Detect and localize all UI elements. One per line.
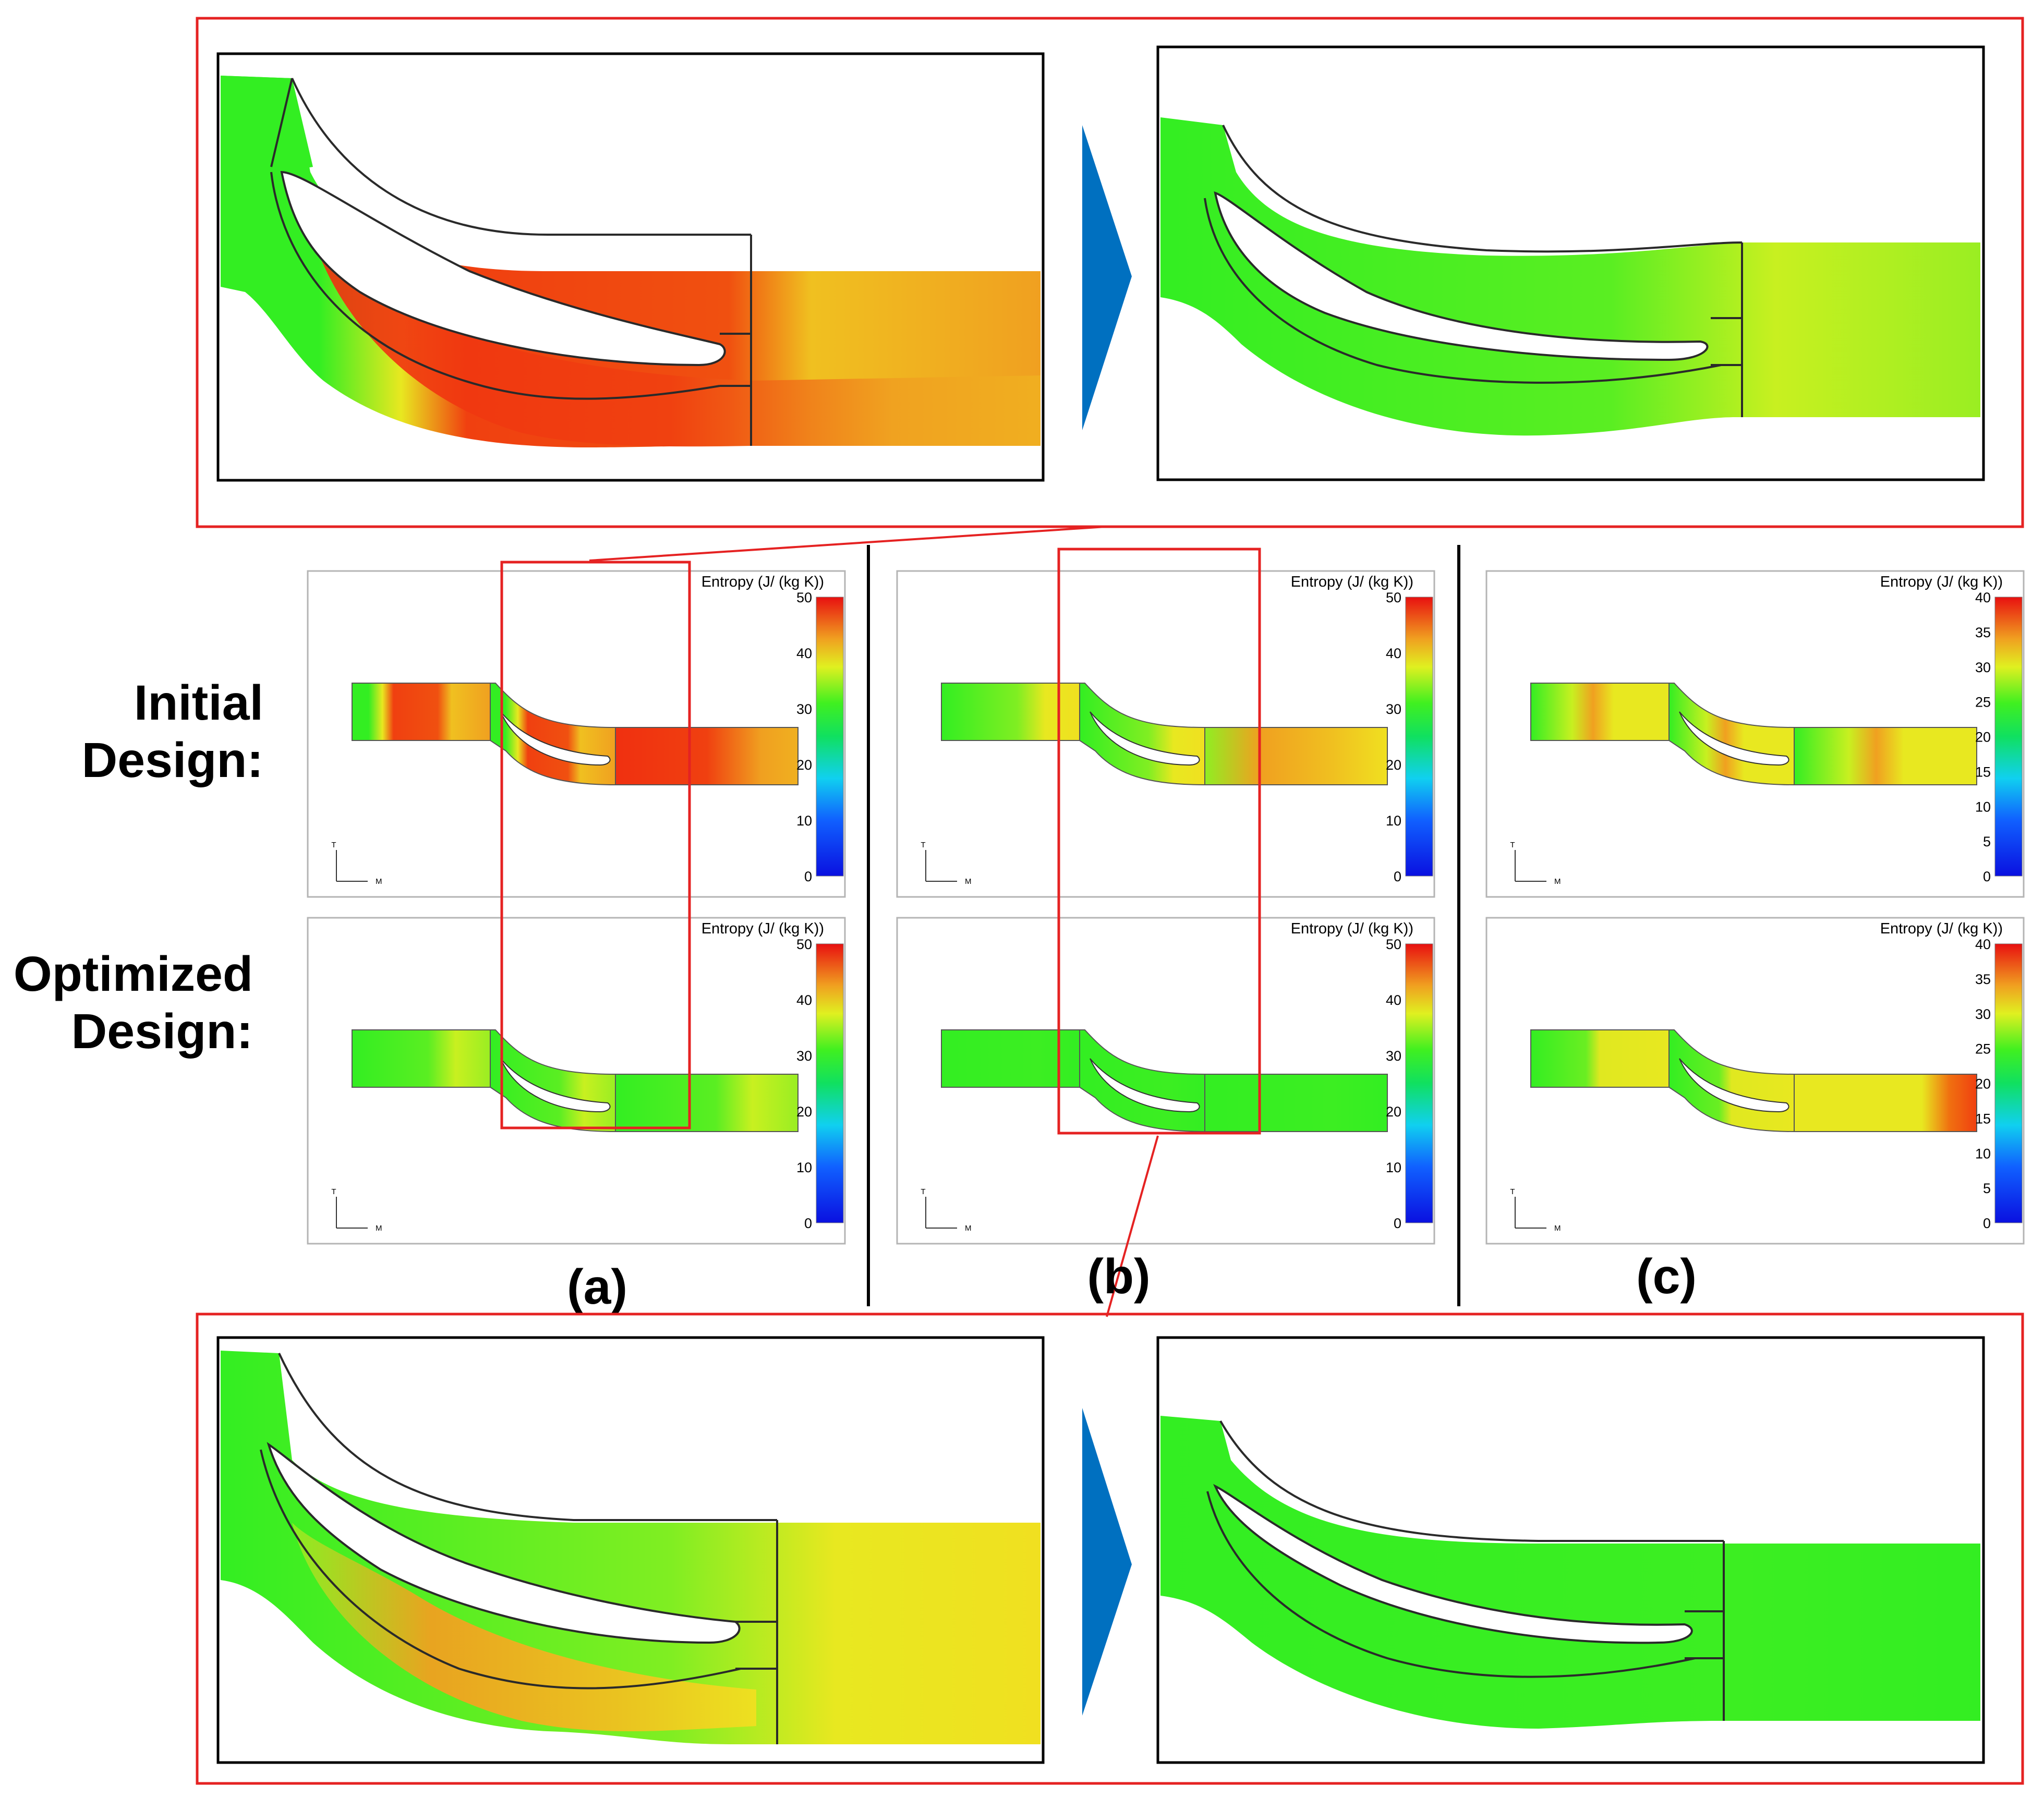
colorbar-title-b-initial: Entropy (J/ (kg K)) — [1291, 574, 1413, 590]
axis-m-a-initial: M — [376, 877, 382, 886]
colorbar-tick-c-optimized-2: 30 — [1975, 1006, 1991, 1022]
colorbar-tick-a-optimized-5: 0 — [804, 1216, 812, 1231]
top-zoom-group — [196, 17, 2024, 528]
panel-a-initial: Entropy (J/ (kg K))50 40 30 20 10 0 T M — [307, 570, 846, 898]
bottom-zoom-optimized-panel — [1156, 1336, 1985, 1764]
colorbar-tick-b-optimized-5: 0 — [1394, 1216, 1401, 1231]
colorbar-title-b-optimized: Entropy (J/ (kg K)) — [1291, 920, 1413, 937]
colorbar-tick-a-optimized-3: 20 — [796, 1104, 812, 1120]
top-zoom-optimized-panel — [1156, 45, 1985, 481]
axis-t-a-optimized: T — [331, 1187, 336, 1196]
bottom-arrow-icon — [1082, 1408, 1132, 1716]
axis-m-b-optimized: M — [965, 1224, 972, 1233]
bottom-zoom-connector — [1106, 1135, 1159, 1317]
colorbar-tick-b-optimized-2: 30 — [1386, 1048, 1401, 1064]
colorbar-tick-b-optimized-1: 40 — [1386, 992, 1401, 1008]
colorbar-tick-c-initial-1: 35 — [1975, 625, 1991, 640]
colorbar-tick-a-initial-1: 40 — [796, 646, 812, 661]
colorbar-title-a-optimized: Entropy (J/ (kg K)) — [702, 920, 824, 937]
colorbar-tick-b-initial-4: 10 — [1386, 813, 1401, 829]
axis-t-b-initial: T — [921, 841, 925, 849]
axis-t-b-optimized: T — [921, 1187, 925, 1196]
case-a-highlight-box — [500, 561, 691, 1129]
colorbar-tick-c-optimized-8: 0 — [1983, 1216, 1991, 1231]
colorbar-tick-c-initial-7: 5 — [1983, 834, 1991, 849]
axis-t-c-optimized: T — [1510, 1187, 1515, 1196]
colorbar-tick-c-optimized-3: 25 — [1975, 1041, 1991, 1057]
panel-a-optimized: Entropy (J/ (kg K))50 40 30 20 10 0 T M — [307, 917, 846, 1245]
colorbar-tick-c-optimized-6: 10 — [1975, 1146, 1991, 1161]
colorbar-tick-a-initial-5: 0 — [804, 869, 812, 884]
colorbar-title-a-initial: Entropy (J/ (kg K)) — [702, 574, 824, 590]
top-zoom-connector — [589, 526, 1106, 562]
colorbar-tick-a-optimized-0: 50 — [796, 937, 812, 952]
colorbar-tick-c-optimized-0: 40 — [1975, 937, 1991, 952]
axis-t-c-initial: T — [1510, 841, 1515, 849]
colorbar-tick-b-initial-5: 0 — [1394, 869, 1401, 884]
colorbar-title-c-optimized: Entropy (J/ (kg K)) — [1880, 920, 2003, 937]
colorbar-tick-b-initial-3: 20 — [1386, 757, 1401, 773]
panel-b-optimized: Entropy (J/ (kg K))50 40 30 20 10 0 T M — [896, 917, 1435, 1245]
optimized-design-label-line2: Design: — [71, 1004, 253, 1059]
colorbar-tick-b-initial-0: 50 — [1386, 590, 1401, 605]
axis-t-a-initial: T — [331, 841, 336, 849]
colorbar-tick-c-initial-2: 30 — [1975, 660, 1991, 675]
axis-m-c-initial: M — [1554, 877, 1561, 886]
colorbar-tick-c-optimized-4: 20 — [1975, 1076, 1991, 1092]
colorbar-tick-c-initial-6: 10 — [1975, 799, 1991, 815]
colorbar-a-initial — [816, 597, 844, 877]
top-zoom-initial-panel — [216, 52, 1045, 482]
top-arrow-icon — [1082, 125, 1132, 430]
colorbar-tick-b-initial-1: 40 — [1386, 646, 1401, 661]
case-b-highlight-box — [1057, 548, 1261, 1135]
bottom-zoom-group — [196, 1313, 2024, 1785]
colorbar-tick-a-initial-2: 30 — [796, 701, 812, 717]
colorbar-tick-a-initial-4: 10 — [796, 813, 812, 829]
initial-design-label-line1: Initial — [134, 675, 263, 731]
colorbar-tick-c-initial-3: 25 — [1975, 695, 1991, 710]
case-label-b: (b) — [1087, 1249, 1150, 1304]
optimized-design-label-line1: Optimized — [14, 946, 253, 1002]
colorbar-tick-c-initial-5: 15 — [1975, 764, 1991, 780]
colorbar-c-initial — [1994, 597, 2023, 877]
colorbar-tick-b-optimized-0: 50 — [1386, 937, 1401, 952]
panel-c-optimized: Entropy (J/ (kg K))40 35 30 25 20 15 10 5 0 T M — [1485, 917, 2025, 1245]
colorbar-tick-c-initial-0: 40 — [1975, 590, 1991, 605]
axis-m-c-optimized: M — [1554, 1224, 1561, 1233]
axis-m-b-initial: M — [965, 877, 972, 886]
colorbar-tick-a-initial-0: 50 — [796, 590, 812, 605]
colorbar-c-optimized — [1994, 943, 2023, 1223]
colorbar-title-c-initial: Entropy (J/ (kg K)) — [1880, 574, 2003, 590]
small-panels-grid: Entropy (J/ (kg K))50403020100TMEntropy … — [307, 570, 2025, 1245]
initial-design-label-line2: Design: — [82, 733, 263, 788]
panel-c-initial: Entropy (J/ (kg K))40 35 30 25 20 15 10 5 0 T M — [1485, 570, 2025, 898]
colorbar-tick-c-optimized-7: 5 — [1983, 1181, 1991, 1196]
colorbar-tick-c-initial-4: 20 — [1975, 730, 1991, 745]
colorbar-a-optimized — [816, 943, 844, 1223]
top-zoom-highlight-frame — [196, 17, 2024, 528]
colorbar-tick-b-optimized-3: 20 — [1386, 1104, 1401, 1120]
case-label-a: (a) — [567, 1259, 627, 1315]
colorbar-b-optimized — [1405, 943, 1433, 1223]
case-label-c: (c) — [1636, 1249, 1697, 1304]
colorbar-tick-b-initial-2: 30 — [1386, 701, 1401, 717]
colorbar-b-initial — [1405, 597, 1433, 877]
colorbar-tick-a-optimized-2: 30 — [796, 1048, 812, 1064]
colorbar-tick-a-optimized-1: 40 — [796, 992, 812, 1008]
bottom-zoom-initial-panel — [216, 1336, 1045, 1764]
bottom-zoom-highlight-frame — [196, 1313, 2024, 1785]
panel-b-initial: Entropy (J/ (kg K))50 40 30 20 10 0 T M — [896, 570, 1435, 898]
axis-m-a-optimized: M — [376, 1224, 382, 1233]
colorbar-tick-a-initial-3: 20 — [796, 757, 812, 773]
colorbar-tick-c-optimized-1: 35 — [1975, 971, 1991, 987]
colorbar-tick-b-optimized-4: 10 — [1386, 1160, 1401, 1175]
colorbar-tick-c-initial-8: 0 — [1983, 869, 1991, 884]
colorbar-tick-c-optimized-5: 15 — [1975, 1111, 1991, 1126]
colorbar-tick-a-optimized-4: 10 — [796, 1160, 812, 1175]
